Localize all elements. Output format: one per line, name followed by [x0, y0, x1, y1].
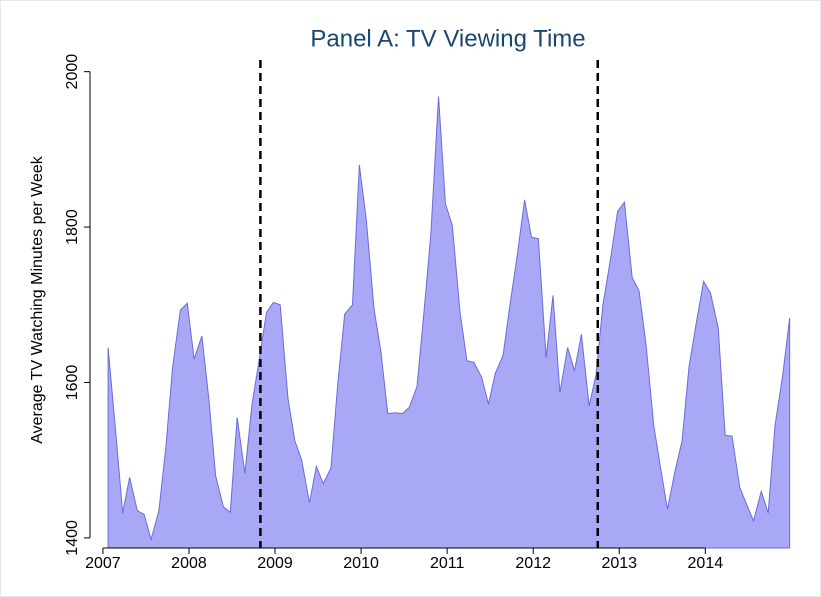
x-tick-label: 2009 — [257, 555, 293, 572]
x-tick-label: 2010 — [343, 555, 379, 572]
x-tick-label: 2014 — [688, 555, 724, 572]
y-tick-label: 2000 — [64, 54, 81, 90]
y-tick-label: 1800 — [64, 209, 81, 245]
x-tick-label: 2012 — [515, 555, 551, 572]
x-tick-label: 2011 — [430, 555, 465, 572]
x-tick-label: 2007 — [85, 555, 121, 572]
x-tick-label: 2013 — [601, 555, 637, 572]
y-axis-label: Average TV Watching Minutes per Week — [29, 155, 46, 444]
y-tick-label: 1400 — [64, 520, 81, 556]
x-tick-label: 2008 — [171, 555, 207, 572]
area — [107, 96, 791, 549]
chart-title: Panel A: TV Viewing Time — [310, 25, 585, 52]
y-tick-label: 1600 — [64, 365, 81, 401]
